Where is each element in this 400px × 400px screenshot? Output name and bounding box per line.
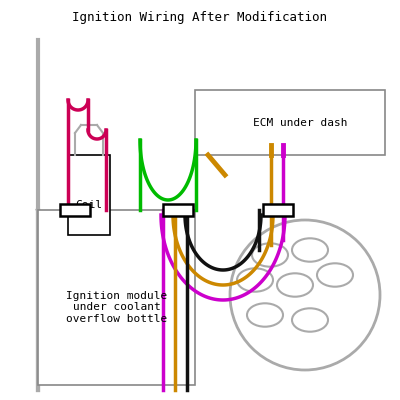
- Bar: [68, 155, 110, 235]
- Text: Ignition module
under coolant
overflow bottle: Ignition module under coolant overflow b…: [66, 291, 167, 324]
- Text: ECM under dash: ECM under dash: [253, 118, 347, 128]
- Text: Ignition Wiring After Modification: Ignition Wiring After Modification: [72, 12, 328, 24]
- Bar: [195, 90, 385, 155]
- Bar: [60, 204, 90, 216]
- Bar: [38, 210, 195, 385]
- Text: Coil: Coil: [76, 200, 102, 210]
- Bar: [263, 204, 293, 216]
- Bar: [163, 204, 193, 216]
